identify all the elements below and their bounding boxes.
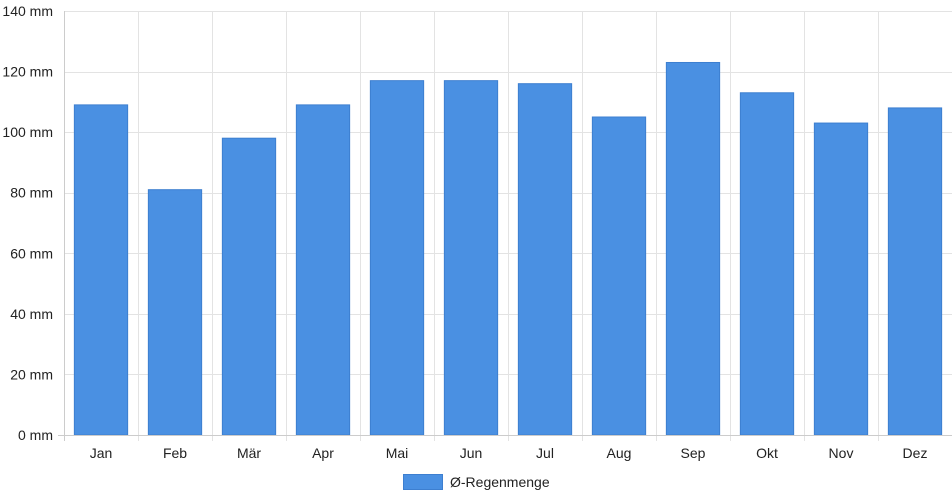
x-tick-label: Aug [607,445,632,461]
bar-dez[interactable] [887,107,943,436]
axes [58,11,952,441]
bar-mai[interactable] [369,80,425,436]
x-tick-label: Jan [90,445,113,461]
x-tick-label: Okt [756,445,778,461]
bar-nov[interactable] [813,122,869,436]
x-tick-label: Jul [536,445,554,461]
x-tick-label: Sep [681,445,706,461]
y-tick-label: 20 mm [10,366,53,382]
y-tick-label: 60 mm [10,245,53,261]
x-tick-label: Nov [829,445,854,461]
bar-jun[interactable] [443,80,499,436]
grid [64,11,952,441]
x-tick-label: Apr [312,445,334,461]
x-tick-label: Dez [903,445,928,461]
y-tick-label: 0 mm [18,427,53,443]
legend[interactable]: Ø-Regenmenge [403,472,550,492]
x-tick-label: Mai [386,445,409,461]
bar-sep[interactable] [665,61,721,436]
bar-feb[interactable] [147,189,203,436]
y-tick-label: 100 mm [2,124,53,140]
y-tick-label: 40 mm [10,306,53,322]
legend-swatch [403,474,443,490]
bar-jan[interactable] [73,104,129,436]
y-tick-label: 120 mm [2,64,53,80]
bar-aug[interactable] [591,116,647,436]
x-tick-label: Mär [237,445,261,461]
legend-label: Ø-Regenmenge [450,474,550,490]
x-axis-tick-labels: Jan Feb Mär Apr Mai Jun Jul Aug Sep Okt Nov Dez [90,445,928,461]
x-tick-label: Jun [460,445,483,461]
x-tick-label: Feb [163,445,187,461]
bars [73,61,943,436]
y-axis-tick-labels: 0 mm 20 mm 40 mm 60 mm 80 mm 100 mm 120 mm 140 … [2,3,53,443]
y-tick-label: 140 mm [2,3,53,19]
bar-apr[interactable] [295,104,351,436]
y-tick-label: 80 mm [10,185,53,201]
bar-mär[interactable] [221,137,277,436]
bar-jul[interactable] [517,83,573,436]
bar-okt[interactable] [739,92,795,436]
